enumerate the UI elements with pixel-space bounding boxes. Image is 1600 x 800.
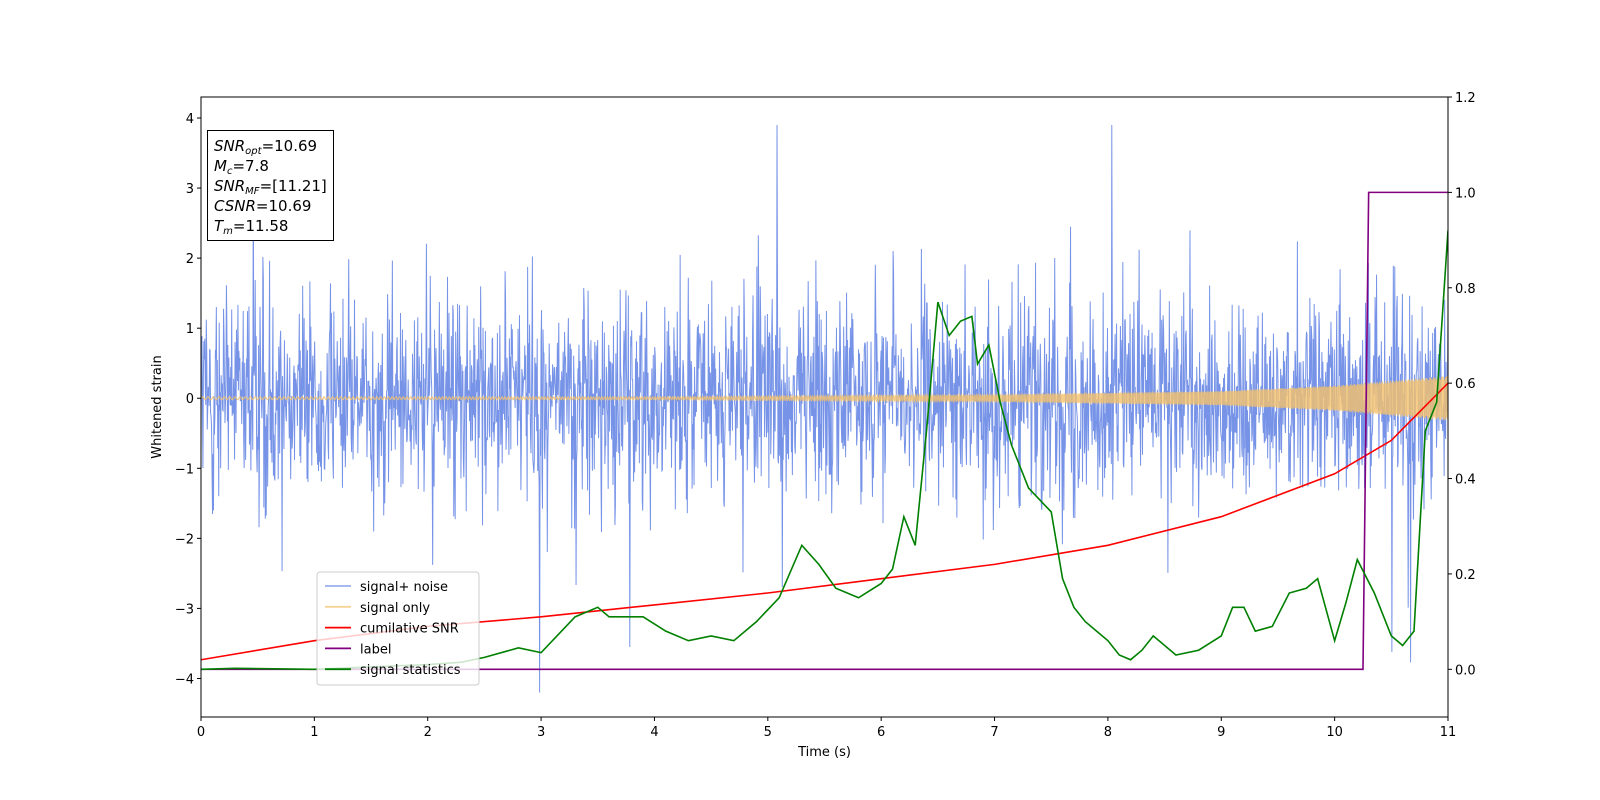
y-tick-label-right: 0.6 <box>1455 377 1476 392</box>
y-tick-label-left: 3 <box>186 182 194 197</box>
x-tick-label: 11 <box>1440 725 1457 740</box>
x-tick-label: 10 <box>1326 725 1343 740</box>
y-tick-label-right: 0.2 <box>1455 568 1476 583</box>
x-tick-label: 0 <box>197 725 205 740</box>
snr-mf-value: =[11.21] <box>259 177 327 195</box>
x-tick-label: 4 <box>650 725 658 740</box>
x-tick-label: 6 <box>877 725 885 740</box>
y-tick-label-right: 0.4 <box>1455 473 1476 488</box>
y-tick-label-left: 2 <box>186 252 194 267</box>
x-tick-label: 2 <box>424 725 432 740</box>
y-tick-label-left: 1 <box>186 322 194 337</box>
stats-info-box: SNRopt=10.69 Mc=7.8 SNRMF=[11.21] CSNR=1… <box>207 130 334 241</box>
csnr-value: =10.69 <box>255 197 312 215</box>
y-tick-label-right: 1.2 <box>1455 91 1476 106</box>
mc-row: Mc=7.8 <box>214 157 269 177</box>
x-tick-label: 3 <box>537 725 545 740</box>
legend-label: signal only <box>360 601 430 616</box>
y-tick-label-right: 0.8 <box>1455 282 1476 297</box>
mc-value: =7.8 <box>232 157 269 175</box>
legend-box <box>316 571 480 686</box>
snr-opt-row: SNRopt=10.69 <box>214 137 318 157</box>
legend-label: cumilative SNR <box>360 622 459 637</box>
tm-value: =11.58 <box>232 217 289 235</box>
series-label <box>201 191 1448 671</box>
legend-label: signal statistics <box>360 663 461 678</box>
x-tick-label: 9 <box>1217 725 1225 740</box>
y-axis-label: Whitened strain <box>150 355 165 458</box>
x-tick-label: 5 <box>764 725 772 740</box>
x-axis: 0 1 2 3 4 5 6 7 8 9 10 11 <box>197 717 1456 740</box>
snr-mf-row: SNRMF=[11.21] <box>214 177 327 197</box>
x-axis-label: Time (s) <box>797 745 851 760</box>
legend: signal+ noise signal only cumilative SNR la… <box>316 571 480 686</box>
y-tick-label-right: 0.0 <box>1455 663 1476 678</box>
series-signal-only <box>201 375 1448 421</box>
legend-label: label <box>360 642 391 657</box>
x-tick-label: 8 <box>1104 725 1112 740</box>
series-signal-statistics <box>201 230 1448 671</box>
y-tick-label-left: 4 <box>186 112 194 127</box>
plot-frame <box>200 96 1449 718</box>
csnr-row: CSNR=10.69 <box>214 197 312 215</box>
y-axis-right: 0.0 0.2 0.4 0.6 0.8 1.0 1.2 <box>1448 91 1476 678</box>
y-tick-label-left: −2 <box>175 532 194 547</box>
y-tick-label-right: 1.0 <box>1455 186 1476 201</box>
snr-opt-value: =10.69 <box>261 137 318 155</box>
x-tick-label: 1 <box>310 725 318 740</box>
x-tick-label: 7 <box>990 725 998 740</box>
y-axis-left: −4 −3 −2 −1 0 1 2 3 4 <box>175 112 201 687</box>
tm-row: Tm=11.58 <box>214 217 289 237</box>
y-tick-label-left: 0 <box>186 392 194 407</box>
legend-label: signal+ noise <box>360 580 448 595</box>
y-tick-label-left: −4 <box>175 672 194 687</box>
y-tick-label-left: −1 <box>175 462 194 477</box>
y-tick-label-left: −3 <box>175 602 194 617</box>
series-signal-noise <box>201 125 1448 693</box>
